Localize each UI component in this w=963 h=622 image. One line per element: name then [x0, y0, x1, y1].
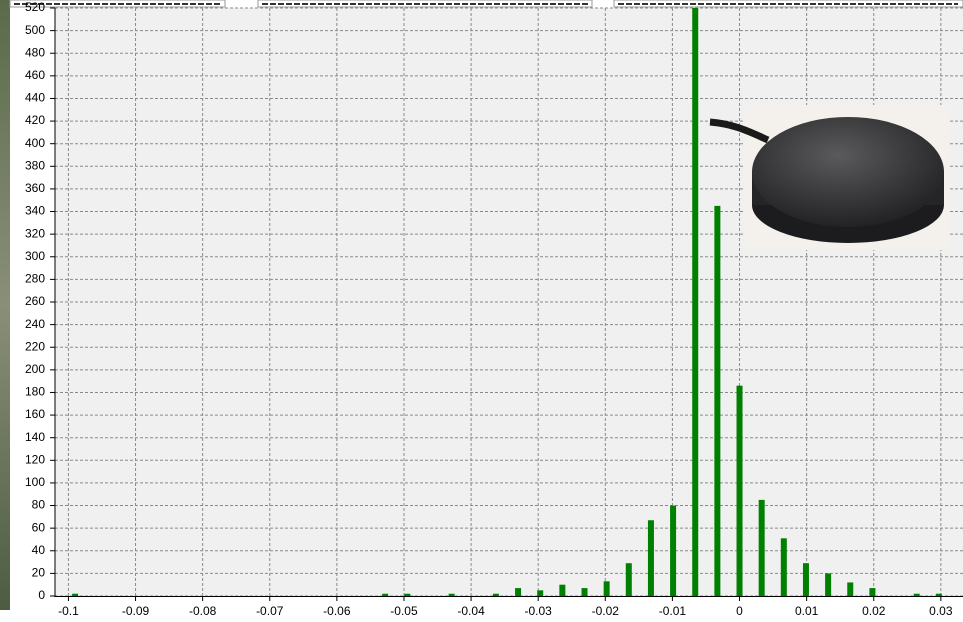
bar — [670, 506, 676, 596]
x-tick-label: -0.02 — [592, 604, 620, 618]
y-tick-label: 100 — [25, 475, 45, 489]
bar — [803, 563, 809, 596]
y-tick-label: 140 — [25, 430, 45, 444]
map-strip — [0, 0, 10, 610]
x-tick-label: 0.03 — [929, 604, 953, 618]
x-tick-label: -0.06 — [323, 604, 351, 618]
y-tick-label: 380 — [25, 158, 45, 172]
bar — [737, 386, 743, 596]
x-tick-label: -0.09 — [122, 604, 150, 618]
bar — [936, 594, 942, 596]
bar — [825, 573, 831, 596]
x-tick-label: 0.01 — [795, 604, 819, 618]
bar — [449, 594, 455, 596]
y-tick-label: 80 — [32, 498, 46, 512]
y-tick-label: 220 — [25, 339, 45, 353]
bar — [714, 206, 720, 596]
x-tick-label: -0.04 — [457, 604, 485, 618]
y-tick-label: 240 — [25, 317, 45, 331]
bar — [537, 590, 543, 596]
y-tick-label: 0 — [38, 588, 45, 602]
y-tick-label: 120 — [25, 452, 45, 466]
bar — [914, 594, 920, 596]
bar — [515, 588, 521, 596]
y-tick-label: 200 — [25, 362, 45, 376]
bar — [493, 594, 499, 596]
bar — [382, 594, 388, 596]
bar — [604, 581, 610, 596]
x-tick-label: -0.03 — [525, 604, 553, 618]
chart: 0 20 40 60 80 100 120 140 160 180 200 220 240 260 280 3… — [0, 0, 963, 622]
y-tick-label: 340 — [25, 204, 45, 218]
bar — [781, 538, 787, 596]
y-tick-label: 460 — [25, 68, 45, 82]
y-tick-label: 500 — [25, 23, 45, 37]
x-tick-label: -0.01 — [659, 604, 687, 618]
top-panels — [10, 0, 963, 7]
bar — [581, 588, 587, 596]
bar — [559, 585, 565, 596]
y-tick-label: 160 — [25, 407, 45, 421]
bar — [869, 588, 875, 596]
y-tick-label: 520 — [25, 0, 45, 14]
y-tick-label: 40 — [32, 543, 46, 557]
y-tick-label: 420 — [25, 113, 45, 127]
x-tick-label: 0 — [736, 604, 743, 618]
x-tick-label: 0.02 — [862, 604, 886, 618]
bar — [626, 563, 632, 596]
x-tick-label: -0.05 — [390, 604, 418, 618]
y-tick-label: 260 — [25, 294, 45, 308]
y-tick-label: 360 — [25, 181, 45, 195]
y-tick-label: 320 — [25, 226, 45, 240]
bar — [847, 582, 853, 596]
y-tick-label: 300 — [25, 249, 45, 263]
bar — [72, 594, 78, 596]
y-tick-label: 480 — [25, 45, 45, 59]
y-tick-label: 440 — [25, 91, 45, 105]
bar — [404, 594, 410, 596]
bar — [759, 500, 765, 596]
y-tick-label: 20 — [32, 566, 46, 580]
bar — [648, 520, 654, 596]
y-tick-label: 280 — [25, 272, 45, 286]
x-tick-label: -0.07 — [256, 604, 284, 618]
x-tick-label: -0.08 — [189, 604, 217, 618]
bar — [692, 8, 698, 596]
y-tick-label: 400 — [25, 136, 45, 150]
y-tick-label: 180 — [25, 385, 45, 399]
y-tick-label: 60 — [32, 520, 46, 534]
x-tick-label: -0.1 — [58, 604, 79, 618]
page: 0 20 40 60 80 100 120 140 160 180 200 220 240 260 280 3… — [0, 0, 963, 622]
antenna-image — [710, 105, 950, 250]
